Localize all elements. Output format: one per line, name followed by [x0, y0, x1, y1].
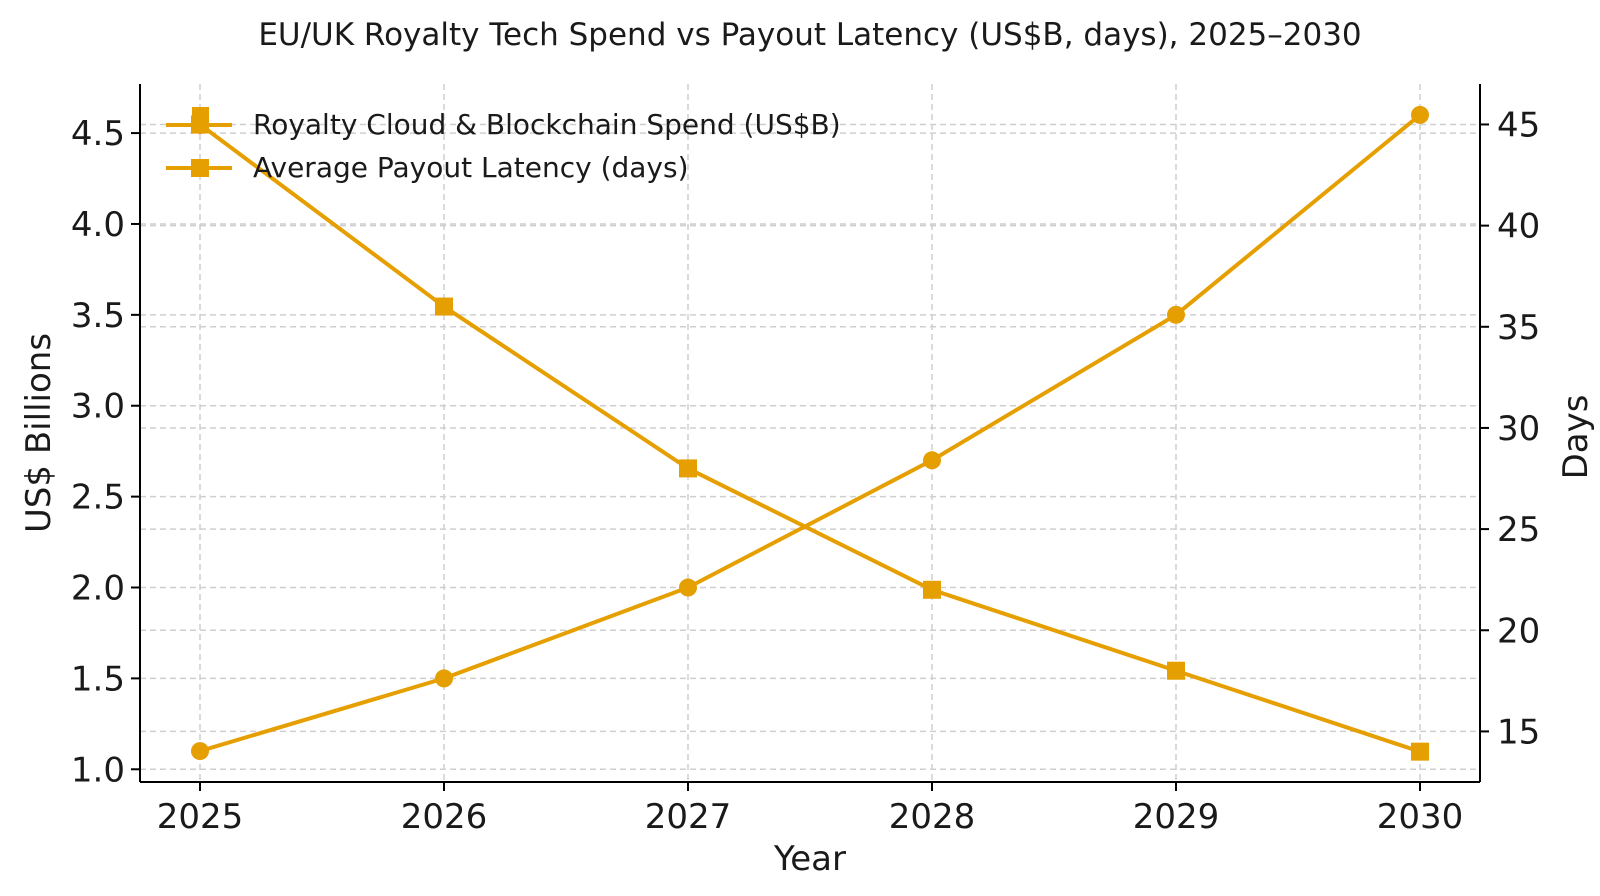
x-tick-label: 2028 — [889, 797, 976, 837]
x-tick-label: 2027 — [645, 797, 732, 837]
data-point-circle — [1411, 105, 1429, 124]
legend-label-spend: Royalty Cloud & Blockchain Spend (US$B) — [253, 108, 841, 141]
y2-tick-label: 40 — [1497, 207, 1540, 247]
y2-tick-label: 30 — [1497, 409, 1540, 449]
series-layer — [191, 105, 1429, 761]
data-point-circle — [1167, 305, 1185, 324]
data-point-square — [435, 297, 453, 316]
y-tick-label: 1.5 — [71, 659, 125, 699]
series-line-latency — [198, 122, 1421, 754]
grid — [140, 84, 1480, 782]
y-tick-label: 3.5 — [71, 296, 125, 336]
y2-tick-label: 35 — [1497, 308, 1540, 348]
legend-square-marker — [191, 159, 209, 177]
legend-label-latency: Average Payout Latency (days) — [253, 151, 689, 184]
ticks: 2025 2026 2027 2028 2029 20301.01.52.02.53.03… — [71, 105, 1540, 837]
y-tick-label: 2.0 — [71, 569, 125, 609]
series-line-spend — [199, 113, 1422, 754]
x-axis-label: Year — [773, 839, 846, 879]
x-tick-label: 2029 — [1133, 797, 1220, 837]
y-tick-label: 2.5 — [71, 478, 125, 518]
data-point-square — [923, 580, 941, 599]
axes — [139, 84, 1481, 783]
data-point-circle — [435, 669, 453, 688]
y-axis-label: US$ Billions — [19, 333, 59, 533]
data-point-square — [679, 459, 697, 478]
data-point-circle — [923, 451, 941, 470]
x-tick-label: 2026 — [401, 797, 488, 837]
x-tick-label: 2025 — [157, 797, 244, 837]
y-tick-label: 4.0 — [71, 205, 125, 245]
legend: Royalty Cloud & Blockchain Spend (US$B) … — [166, 107, 841, 184]
data-point-square — [1411, 742, 1429, 761]
y2-tick-label: 20 — [1497, 611, 1540, 651]
y-tick-label: 1.0 — [71, 750, 125, 790]
y-tick-label: 4.5 — [71, 114, 125, 154]
chart-title: EU/UK Royalty Tech Spend vs Payout Laten… — [258, 17, 1361, 53]
data-point-circle — [679, 578, 697, 597]
y2-tick-label: 45 — [1497, 105, 1540, 145]
data-point-square — [1167, 661, 1185, 680]
y2-axis-label: Days — [1556, 395, 1596, 480]
y2-tick-label: 25 — [1497, 510, 1540, 550]
data-point-circle — [191, 742, 209, 761]
y2-tick-label: 15 — [1497, 712, 1540, 752]
y-tick-label: 3.0 — [71, 387, 125, 427]
x-tick-label: 2030 — [1377, 797, 1464, 837]
legend-circle-marker — [191, 116, 209, 134]
